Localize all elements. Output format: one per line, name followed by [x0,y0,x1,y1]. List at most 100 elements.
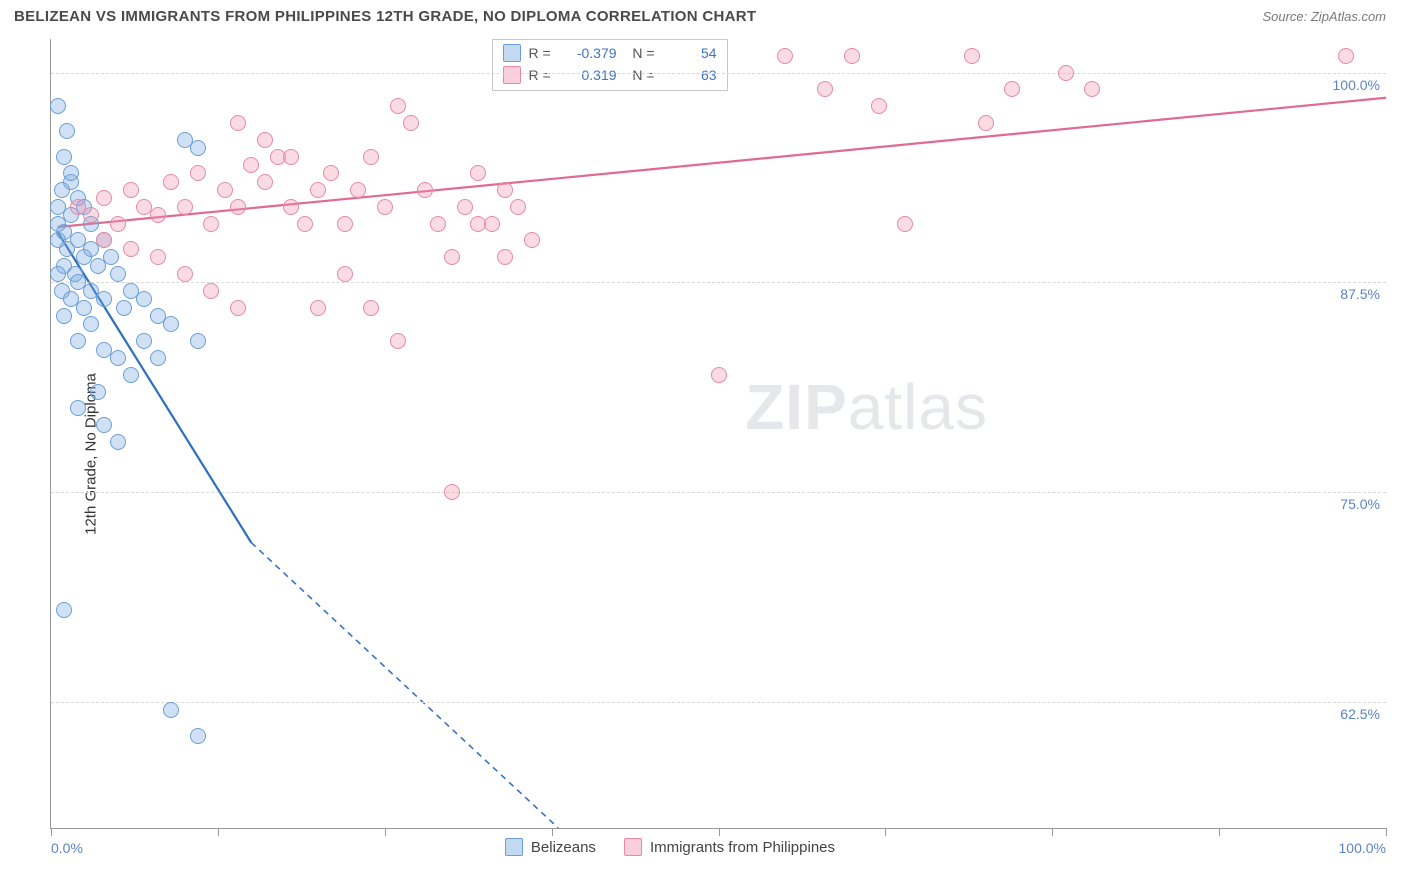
x-tick [1386,828,1387,836]
data-point [177,266,193,282]
data-point [497,249,513,265]
data-point [163,702,179,718]
data-point [777,48,793,64]
data-point [444,484,460,500]
data-point [403,115,419,131]
data-point [444,249,460,265]
legend-label: Immigrants from Philippines [650,839,835,856]
data-point [190,140,206,156]
gridline [51,492,1386,493]
x-tick-label: 0.0% [51,840,83,856]
data-point [283,149,299,165]
data-point [136,333,152,349]
x-tick [719,828,720,836]
swatch-blue [505,838,523,856]
data-point [1338,48,1354,64]
data-point [323,165,339,181]
data-point [110,434,126,450]
legend-item-philippines: Immigrants from Philippines [624,838,835,856]
data-point [63,165,79,181]
data-point [964,48,980,64]
data-point [123,182,139,198]
data-point [116,300,132,316]
data-point [524,232,540,248]
data-point [337,216,353,232]
y-tick-label: 87.5% [1340,286,1380,302]
data-point [50,266,66,282]
data-point [243,157,259,173]
data-point [123,241,139,257]
x-tick [1052,828,1053,836]
data-point [150,350,166,366]
data-point [203,283,219,299]
x-tick-label: 100.0% [1339,840,1386,856]
swatch-pink [624,838,642,856]
data-point [50,216,66,232]
data-point [711,367,727,383]
data-point [54,182,70,198]
data-point [230,115,246,131]
data-point [297,216,313,232]
x-tick [552,828,553,836]
data-point [96,417,112,433]
data-point [470,216,486,232]
data-point [203,216,219,232]
legend-item-belizeans: Belizeans [505,838,596,856]
data-point [83,207,99,223]
x-tick [385,828,386,836]
data-point [56,149,72,165]
x-tick [218,828,219,836]
data-point [230,300,246,316]
data-point [363,300,379,316]
y-tick-label: 100.0% [1333,77,1380,93]
data-point [871,98,887,114]
data-point [96,232,112,248]
data-point [96,190,112,206]
data-point [177,199,193,215]
data-point [310,182,326,198]
data-point [190,165,206,181]
data-point [897,216,913,232]
data-point [844,48,860,64]
data-point [417,182,433,198]
data-point [283,199,299,215]
data-point [90,384,106,400]
data-point [163,316,179,332]
data-point [310,300,326,316]
data-point [257,174,273,190]
plot-region: ZIPatlas R = -0.379 N = 54 R = 0.319 N =… [50,39,1386,829]
data-point [230,199,246,215]
chart-title: BELIZEAN VS IMMIGRANTS FROM PHILIPPINES … [14,8,756,25]
data-point [497,182,513,198]
data-point [123,367,139,383]
legend-label: Belizeans [531,839,596,856]
y-tick-label: 75.0% [1340,496,1380,512]
data-point [56,602,72,618]
data-point [457,199,473,215]
data-point [110,350,126,366]
data-point [190,728,206,744]
gridline [51,282,1386,283]
data-point [59,123,75,139]
data-point [1058,65,1074,81]
source-label: Source: ZipAtlas.com [1262,9,1386,24]
data-point [817,81,833,97]
y-tick-label: 62.5% [1340,706,1380,722]
data-point [50,98,66,114]
x-tick [885,828,886,836]
data-point [150,249,166,265]
data-point [59,241,75,257]
x-tick [1219,828,1220,836]
data-point [257,132,273,148]
data-point [1004,81,1020,97]
data-point [70,333,86,349]
data-point [363,149,379,165]
data-point [217,182,233,198]
data-point [1084,81,1100,97]
data-point [136,291,152,307]
data-point [390,333,406,349]
data-point [56,308,72,324]
data-point [350,182,366,198]
data-point [978,115,994,131]
chart-header: BELIZEAN VS IMMIGRANTS FROM PHILIPPINES … [0,0,1406,29]
